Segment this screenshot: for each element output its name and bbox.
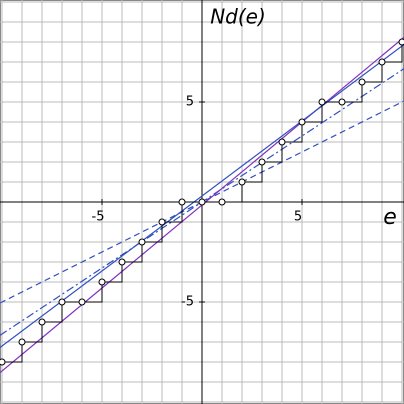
y-axis-label: Nd(e): [210, 5, 266, 29]
step-segment: [242, 162, 263, 183]
step-segment: [262, 142, 283, 163]
step-segment: [142, 222, 163, 243]
data-point: [78, 298, 86, 306]
x-tick-label: -5: [92, 210, 105, 225]
step-segment: [342, 82, 363, 103]
data-point: [58, 298, 66, 306]
data-point: [118, 258, 126, 266]
x-tick-label: 5: [294, 210, 302, 225]
data-point: [38, 318, 46, 326]
data-point: [258, 158, 266, 166]
data-point: [358, 78, 366, 86]
data-point: [278, 138, 286, 146]
plot: [0, 36, 404, 374]
y-tick-label: 5: [186, 95, 194, 110]
data-point: [98, 278, 106, 286]
step-segment: [42, 302, 63, 323]
data-point: [378, 58, 386, 66]
data-point: [178, 198, 186, 206]
data-point: [0, 358, 6, 366]
step-segment: [362, 62, 383, 83]
data-point: [338, 98, 346, 106]
step-segment: [282, 122, 303, 143]
step-segment: [302, 102, 323, 123]
step-segment: [122, 242, 143, 263]
step-segment: [162, 202, 183, 223]
data-point: [18, 338, 26, 346]
y-tick-label: -5: [181, 295, 194, 310]
step-segment: [222, 182, 243, 203]
data-point: [218, 198, 226, 206]
data-point: [198, 198, 206, 206]
step-segment: [102, 262, 123, 283]
data-point: [138, 238, 146, 246]
step-segment: [2, 342, 23, 363]
data-point: [158, 218, 166, 226]
data-point: [318, 98, 326, 106]
data-point: [238, 178, 246, 186]
x-axis-label: e: [383, 205, 397, 230]
reference-line: [0, 44, 404, 348]
step-segment: [382, 42, 403, 63]
data-point: [298, 118, 306, 126]
data-point: [398, 38, 404, 46]
step-segment: [22, 322, 43, 343]
step-segment: [82, 282, 103, 303]
